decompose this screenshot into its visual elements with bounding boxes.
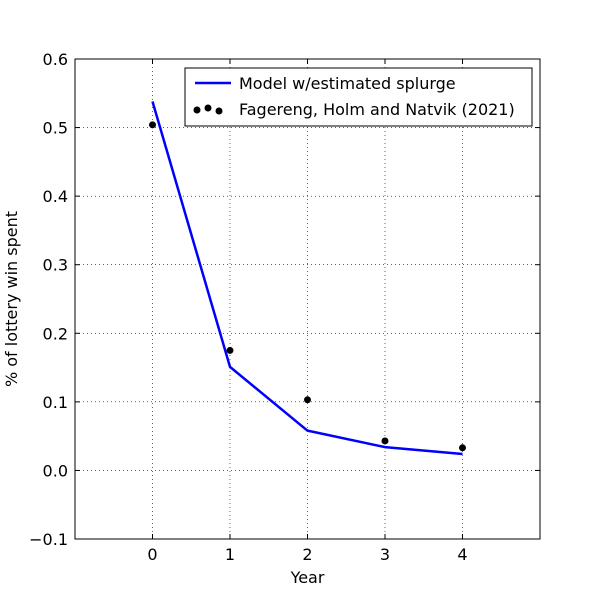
- x-tick-label: 3: [380, 545, 390, 564]
- y-tick-label: 0.0: [43, 461, 68, 480]
- legend-marker-swatch-1: [193, 106, 201, 114]
- legend-label-data: Fagereng, Holm and Natvik (2021): [239, 100, 515, 119]
- legend-label-model: Model w/estimated splurge: [239, 74, 456, 93]
- axis-ticks: 0 1 2 3 4 −0.1 0.0 0.1 0.2 0.3 0.4 0.5 0.6: [29, 50, 540, 564]
- y-tick-label: 0.3: [43, 256, 68, 275]
- x-tick-label: 2: [302, 545, 312, 564]
- legend-marker-swatch-3: [215, 107, 223, 115]
- x-tick-label: 4: [457, 545, 467, 564]
- data-point: [459, 444, 466, 452]
- x-tick-label: 1: [225, 545, 235, 564]
- data-point: [149, 121, 156, 129]
- y-axis-label: % of lottery win spent: [2, 211, 21, 387]
- y-tick-label: −0.1: [29, 530, 68, 549]
- legend-marker-swatch-2: [204, 104, 212, 112]
- plot-series: [149, 101, 466, 456]
- y-tick-label: 0.5: [43, 119, 68, 138]
- x-axis-label: Year: [290, 568, 325, 587]
- y-tick-label: 0.4: [43, 187, 68, 206]
- data-point: [381, 437, 389, 445]
- legend-box: [184, 67, 533, 127]
- data-point: [226, 346, 234, 354]
- x-tick-label: 0: [147, 545, 157, 564]
- y-tick-label: 0.1: [43, 393, 68, 412]
- y-tick-label: 0.2: [43, 324, 68, 343]
- data-point: [304, 396, 311, 404]
- model-series-line: [151, 101, 463, 456]
- y-tick-label: 0.6: [43, 50, 68, 69]
- legend: Model w/estimated splurge Fagereng, Holm…: [184, 67, 533, 127]
